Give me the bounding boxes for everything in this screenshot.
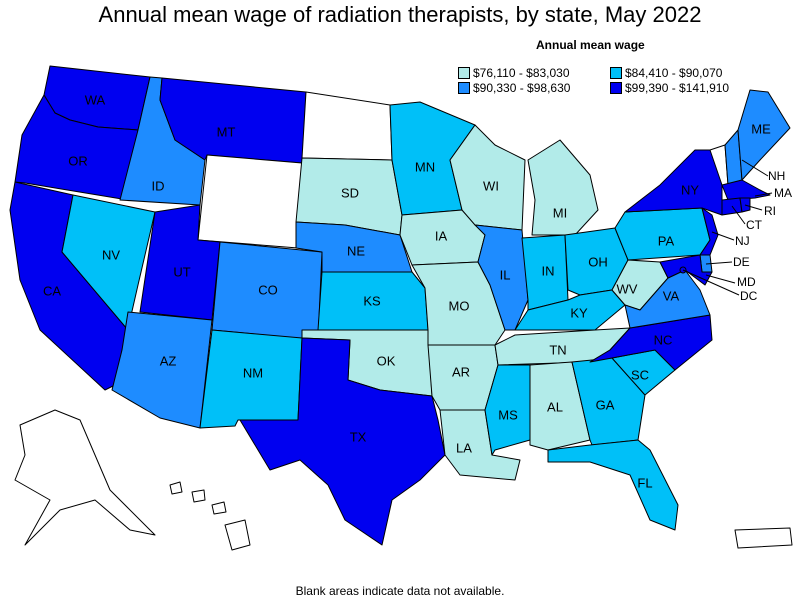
state-label-wv: WV (617, 281, 638, 296)
state-label-oh: OH (588, 254, 608, 269)
state-label-nv: NV (102, 247, 120, 262)
state-label-nc: NC (654, 332, 673, 347)
state-label-ct: CT (746, 218, 763, 232)
legend-item-1: $76,110 - $83,030 (458, 66, 570, 80)
state-label-wi: WI (483, 178, 499, 193)
legend-label-3: $90,330 - $98,630 (473, 81, 571, 95)
legend-swatch-2 (610, 67, 622, 79)
legend-title: Annual mean wage (536, 38, 645, 52)
state-label-az: AZ (160, 353, 177, 368)
state-label-la: LA (456, 440, 472, 455)
state-label-ky: KY (570, 305, 588, 320)
state-label-ma: MA (774, 186, 792, 200)
state-label-ia: IA (435, 228, 448, 243)
state-label-ca: CA (43, 283, 61, 298)
state-AL[interactable] (529, 361, 591, 451)
legend-label-2: $84,410 - $90,070 (625, 66, 723, 80)
state-label-nj: NJ (735, 234, 750, 248)
state-label-fl: FL (637, 475, 652, 490)
state-label-nh: NH (768, 169, 785, 183)
state-ND[interactable] (301, 91, 393, 161)
state-label-ga: GA (596, 397, 615, 412)
state-label-ms: MS (498, 407, 518, 422)
state-label-pa: PA (658, 233, 675, 248)
state-NC[interactable] (589, 314, 713, 371)
state-WI[interactable] (449, 124, 526, 231)
state-AZ[interactable] (111, 311, 213, 429)
state-label-md: MD (737, 275, 756, 289)
state-PR[interactable] (734, 527, 793, 549)
state-label-id: ID (152, 178, 165, 193)
state-label-in: IN (542, 263, 555, 278)
state-VA[interactable] (624, 269, 711, 329)
state-FL[interactable] (547, 439, 679, 531)
state-NY[interactable] (624, 149, 723, 216)
legend-swatch-1 (458, 67, 470, 79)
state-label-sd: SD (341, 185, 359, 200)
state-label-mt: MT (217, 124, 236, 139)
legend-item-2: $84,410 - $90,070 (610, 66, 722, 80)
state-label-ut: UT (173, 264, 190, 279)
legend-item-4: $99,390 - $141,910 (610, 81, 729, 95)
state-label-va: VA (663, 288, 680, 303)
legend-label-1: $76,110 - $83,030 (473, 66, 570, 80)
state-label-me: ME (751, 121, 771, 136)
state-label-mi: MI (553, 205, 567, 220)
state-label-tx: TX (350, 429, 367, 444)
state-MA[interactable] (721, 179, 771, 201)
state-label-mn: MN (415, 159, 435, 174)
state-label-sc: SC (631, 367, 649, 382)
footnote: Blank areas indicate data not available. (295, 584, 505, 598)
state-TX[interactable] (239, 337, 446, 546)
legend-swatch-4 (610, 82, 622, 94)
state-label-de: DE (733, 255, 750, 269)
legend-swatch-3 (458, 82, 470, 94)
state-label-ny: NY (681, 182, 699, 197)
state-label-co: CO (258, 282, 278, 297)
state-label-or: OR (68, 153, 88, 168)
state-label-il: IL (500, 267, 511, 282)
state-label-tn: TN (549, 342, 566, 357)
state-label-ks: KS (363, 293, 381, 308)
leader-lines (682, 159, 773, 296)
state-label-ok: OK (377, 353, 396, 368)
state-AK[interactable] (14, 409, 156, 546)
state-label-mo: MO (449, 298, 470, 313)
state-label-wa: WA (85, 92, 106, 107)
state-label-dc: DC (740, 289, 758, 303)
legend-label-4: $99,390 - $141,910 (625, 81, 730, 95)
state-KY[interactable] (514, 289, 626, 331)
map-title: Annual mean wage of radiation therapists… (98, 2, 702, 27)
state-labels: WA OR CA ID NV MT UT AZ CO NM SD NE KS OK TX MN IA MO AR LA… (43, 92, 792, 490)
state-label-ne: NE (347, 243, 365, 258)
state-label-ar: AR (452, 364, 470, 379)
state-label-nm: NM (243, 365, 263, 380)
state-label-ri: RI (764, 204, 776, 218)
state-WY[interactable] (197, 154, 303, 249)
legend-item-3: $90,330 - $98,630 (458, 81, 570, 95)
state-label-al: AL (547, 399, 563, 414)
state-MI[interactable] (527, 139, 599, 236)
state-HI[interactable] (169, 481, 251, 551)
